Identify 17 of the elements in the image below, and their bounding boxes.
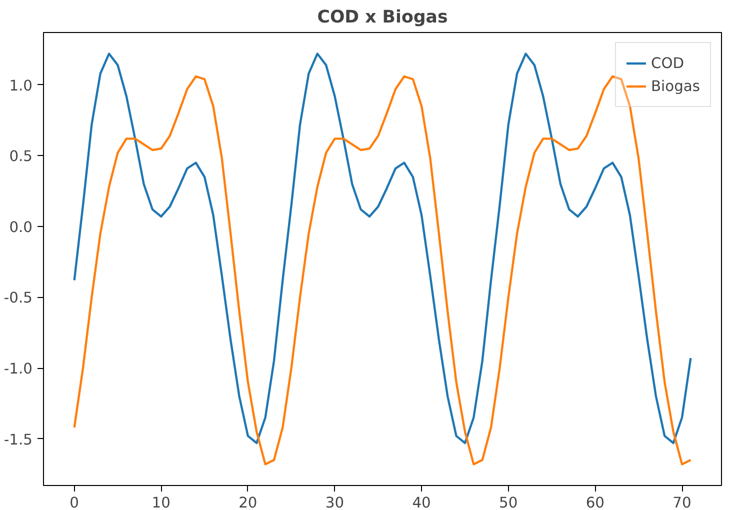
x-tick-label: 40: [412, 494, 431, 510]
y-tick-label: 1.0: [9, 77, 33, 94]
y-tick-label: -1.5: [4, 431, 33, 448]
x-tick-label: 50: [499, 494, 518, 510]
y-tick-label: 0.5: [9, 148, 33, 166]
y-tick-label: -0.5: [4, 290, 33, 307]
x-tick-label: 20: [238, 494, 258, 510]
legend-label: COD: [650, 54, 684, 72]
chart-title: COD x Biogas: [317, 8, 448, 28]
x-tick-label: 10: [152, 494, 170, 510]
x-tick-label: 30: [325, 494, 344, 510]
y-tick-label: 0.0: [9, 218, 33, 236]
x-tick-label: 0: [70, 494, 79, 510]
x-tick-label: 60: [586, 494, 605, 510]
legend-label: Biogas: [650, 78, 700, 94]
y-tick-label: -1.0: [4, 360, 33, 378]
x-tick-label: 70: [672, 494, 692, 510]
